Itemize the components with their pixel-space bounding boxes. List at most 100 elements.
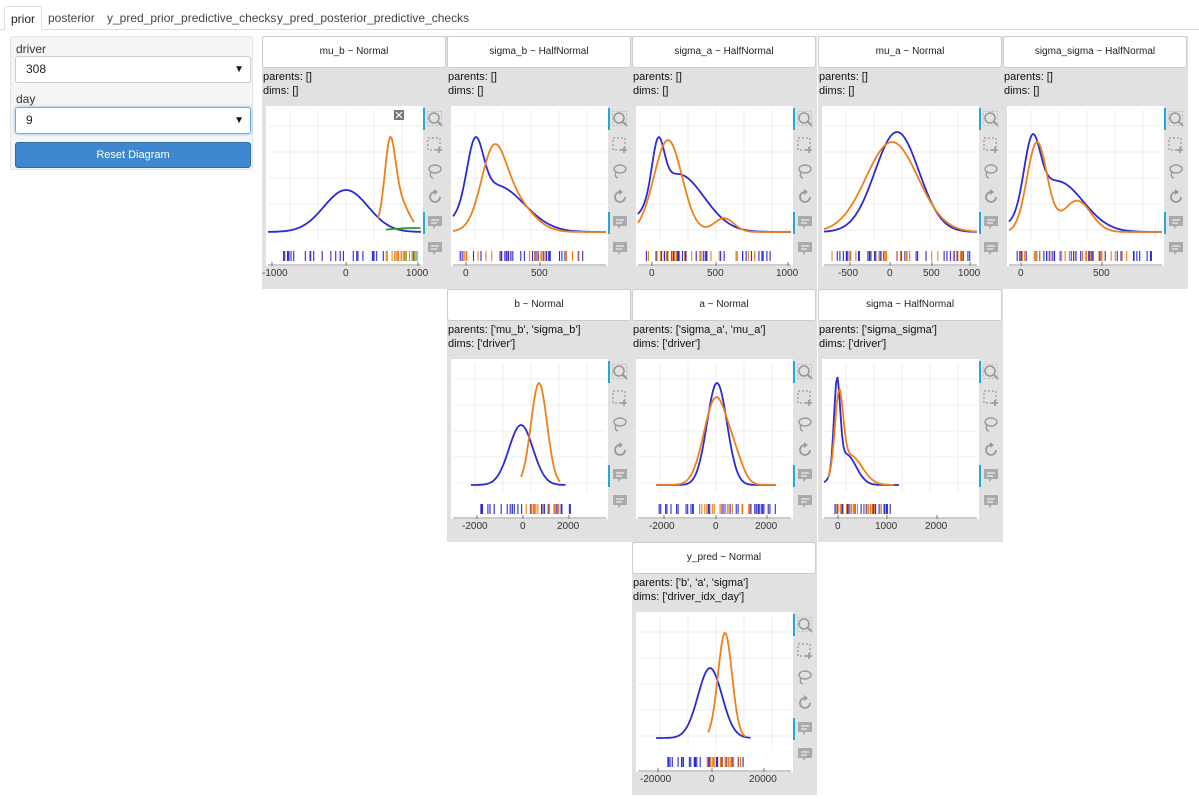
node-dims: dims: ['driver'] [633,338,701,350]
density-plot[interactable] [636,106,793,266]
reset-icon[interactable] [608,186,632,208]
hover-tooltip-icon[interactable] [608,212,632,234]
hover-tooltip-icon[interactable] [793,718,817,740]
box-zoom-icon[interactable] [423,108,447,130]
hover-tooltip-icon[interactable] [979,465,1003,487]
node-sigma-a: sigma_a ~ HalfNormal parents: [] dims: [] 0… [632,36,817,289]
reset-icon[interactable] [423,186,447,208]
hover-tooltip-icon[interactable] [793,491,817,513]
plot-area[interactable] [451,106,608,266]
reset-icon[interactable] [793,186,817,208]
box-zoom-icon[interactable] [608,361,632,383]
box-select-icon[interactable] [423,134,447,156]
density-plot[interactable] [822,359,979,519]
hover-tooltip-icon[interactable] [423,238,447,260]
density-plot[interactable] [822,106,979,266]
reset-icon[interactable] [608,439,632,461]
hover-tooltip-icon[interactable] [793,238,817,260]
box-select-icon[interactable] [979,134,1003,156]
plot-area[interactable] [636,106,793,266]
lasso-select-icon[interactable] [979,160,1003,182]
node-info: parents: [] dims: [] [1004,70,1053,98]
box-zoom-icon[interactable] [793,108,817,130]
lasso-select-icon[interactable] [1164,160,1188,182]
density-plot[interactable] [636,612,793,772]
x-tick-label: 0 [649,268,655,279]
box-select-icon[interactable] [793,640,817,662]
density-curve [377,135,415,223]
hover-tooltip-icon[interactable] [423,212,447,234]
reset-icon[interactable] [793,439,817,461]
plot-area[interactable] [451,359,608,519]
tab-bar: prior posterior y_pred_prior_predictive_… [0,0,1199,30]
hover-tooltip-icon[interactable] [979,491,1003,513]
close-icon[interactable] [394,110,404,120]
box-select-icon[interactable] [793,387,817,409]
driver-select[interactable]: 308 ▼ [15,56,251,83]
tab-posterior[interactable]: posterior [48,11,95,25]
hover-tooltip-icon[interactable] [979,212,1003,234]
box-select-icon[interactable] [1164,134,1188,156]
lasso-select-icon[interactable] [979,413,1003,435]
node-info: parents: ['mu_b', 'sigma_b'] dims: ['driv… [448,323,581,351]
lasso-select-icon[interactable] [793,413,817,435]
reset-diagram-button[interactable]: Reset Diagram [15,142,251,168]
hover-tooltip-icon[interactable] [979,238,1003,260]
density-plot[interactable] [266,106,423,266]
density-plot[interactable] [451,106,608,266]
plot-area[interactable] [266,106,423,266]
hover-tooltip-icon[interactable] [608,238,632,260]
hover-tooltip-icon[interactable] [1164,238,1188,260]
hover-tooltip-icon[interactable] [793,744,817,766]
density-curve [823,131,978,233]
reset-icon[interactable] [793,692,817,714]
plot-area[interactable] [1007,106,1164,266]
plot-area[interactable] [822,359,979,519]
lasso-select-icon[interactable] [423,160,447,182]
active-tool-indicator [979,212,981,234]
box-zoom-icon[interactable] [979,108,1003,130]
reset-icon[interactable] [1164,186,1188,208]
box-select-icon[interactable] [608,134,632,156]
hover-tooltip-icon[interactable] [793,212,817,234]
active-tool-indicator [423,108,425,130]
box-zoom-icon[interactable] [1164,108,1188,130]
reset-icon[interactable] [979,439,1003,461]
hover-tooltip-icon[interactable] [1164,212,1188,234]
density-plot[interactable] [1007,106,1164,266]
box-zoom-icon[interactable] [793,614,817,636]
plot-area[interactable] [636,359,793,519]
hover-tooltip-icon[interactable] [793,465,817,487]
density-curve [656,667,751,739]
tab-prior[interactable]: prior [4,6,43,30]
node-sigma: sigma ~ HalfNormal parents: ['sigma_sigma… [818,289,1003,542]
box-select-icon[interactable] [608,387,632,409]
tab-y-pred-posterior-predictive-checks[interactable]: y_pred_posterior_predictive_checks [277,11,470,25]
active-tool-indicator [793,465,795,487]
hover-tooltip-icon[interactable] [608,465,632,487]
x-tick-label: 1000 [406,268,429,279]
node-parents: parents: [] [1004,71,1053,83]
lasso-select-icon[interactable] [608,160,632,182]
node-info: parents: ['b', 'a', 'sigma'] dims: ['driv… [633,576,748,604]
plot-area[interactable] [822,106,979,266]
box-zoom-icon[interactable] [793,361,817,383]
box-zoom-icon[interactable] [608,108,632,130]
lasso-select-icon[interactable] [793,160,817,182]
reset-icon[interactable] [979,186,1003,208]
x-tick-label: -1000 [262,268,288,279]
tab-y-pred-prior-predictive-checks[interactable]: y_pred_prior_predictive_checks [107,11,277,25]
box-select-icon[interactable] [979,387,1003,409]
hover-tooltip-icon[interactable] [608,491,632,513]
density-plot[interactable] [636,359,793,519]
node-b: b ~ Normal parents: ['mu_b', 'sigma_b'] di… [447,289,632,542]
density-plot[interactable] [451,359,608,519]
box-select-icon[interactable] [793,134,817,156]
node-parents: parents: ['sigma_a', 'mu_a'] [633,324,766,336]
driver-label: driver [16,42,47,56]
day-select[interactable]: 9 ▼ [15,107,251,134]
box-zoom-icon[interactable] [979,361,1003,383]
lasso-select-icon[interactable] [793,666,817,688]
plot-area[interactable] [636,612,793,772]
lasso-select-icon[interactable] [608,413,632,435]
